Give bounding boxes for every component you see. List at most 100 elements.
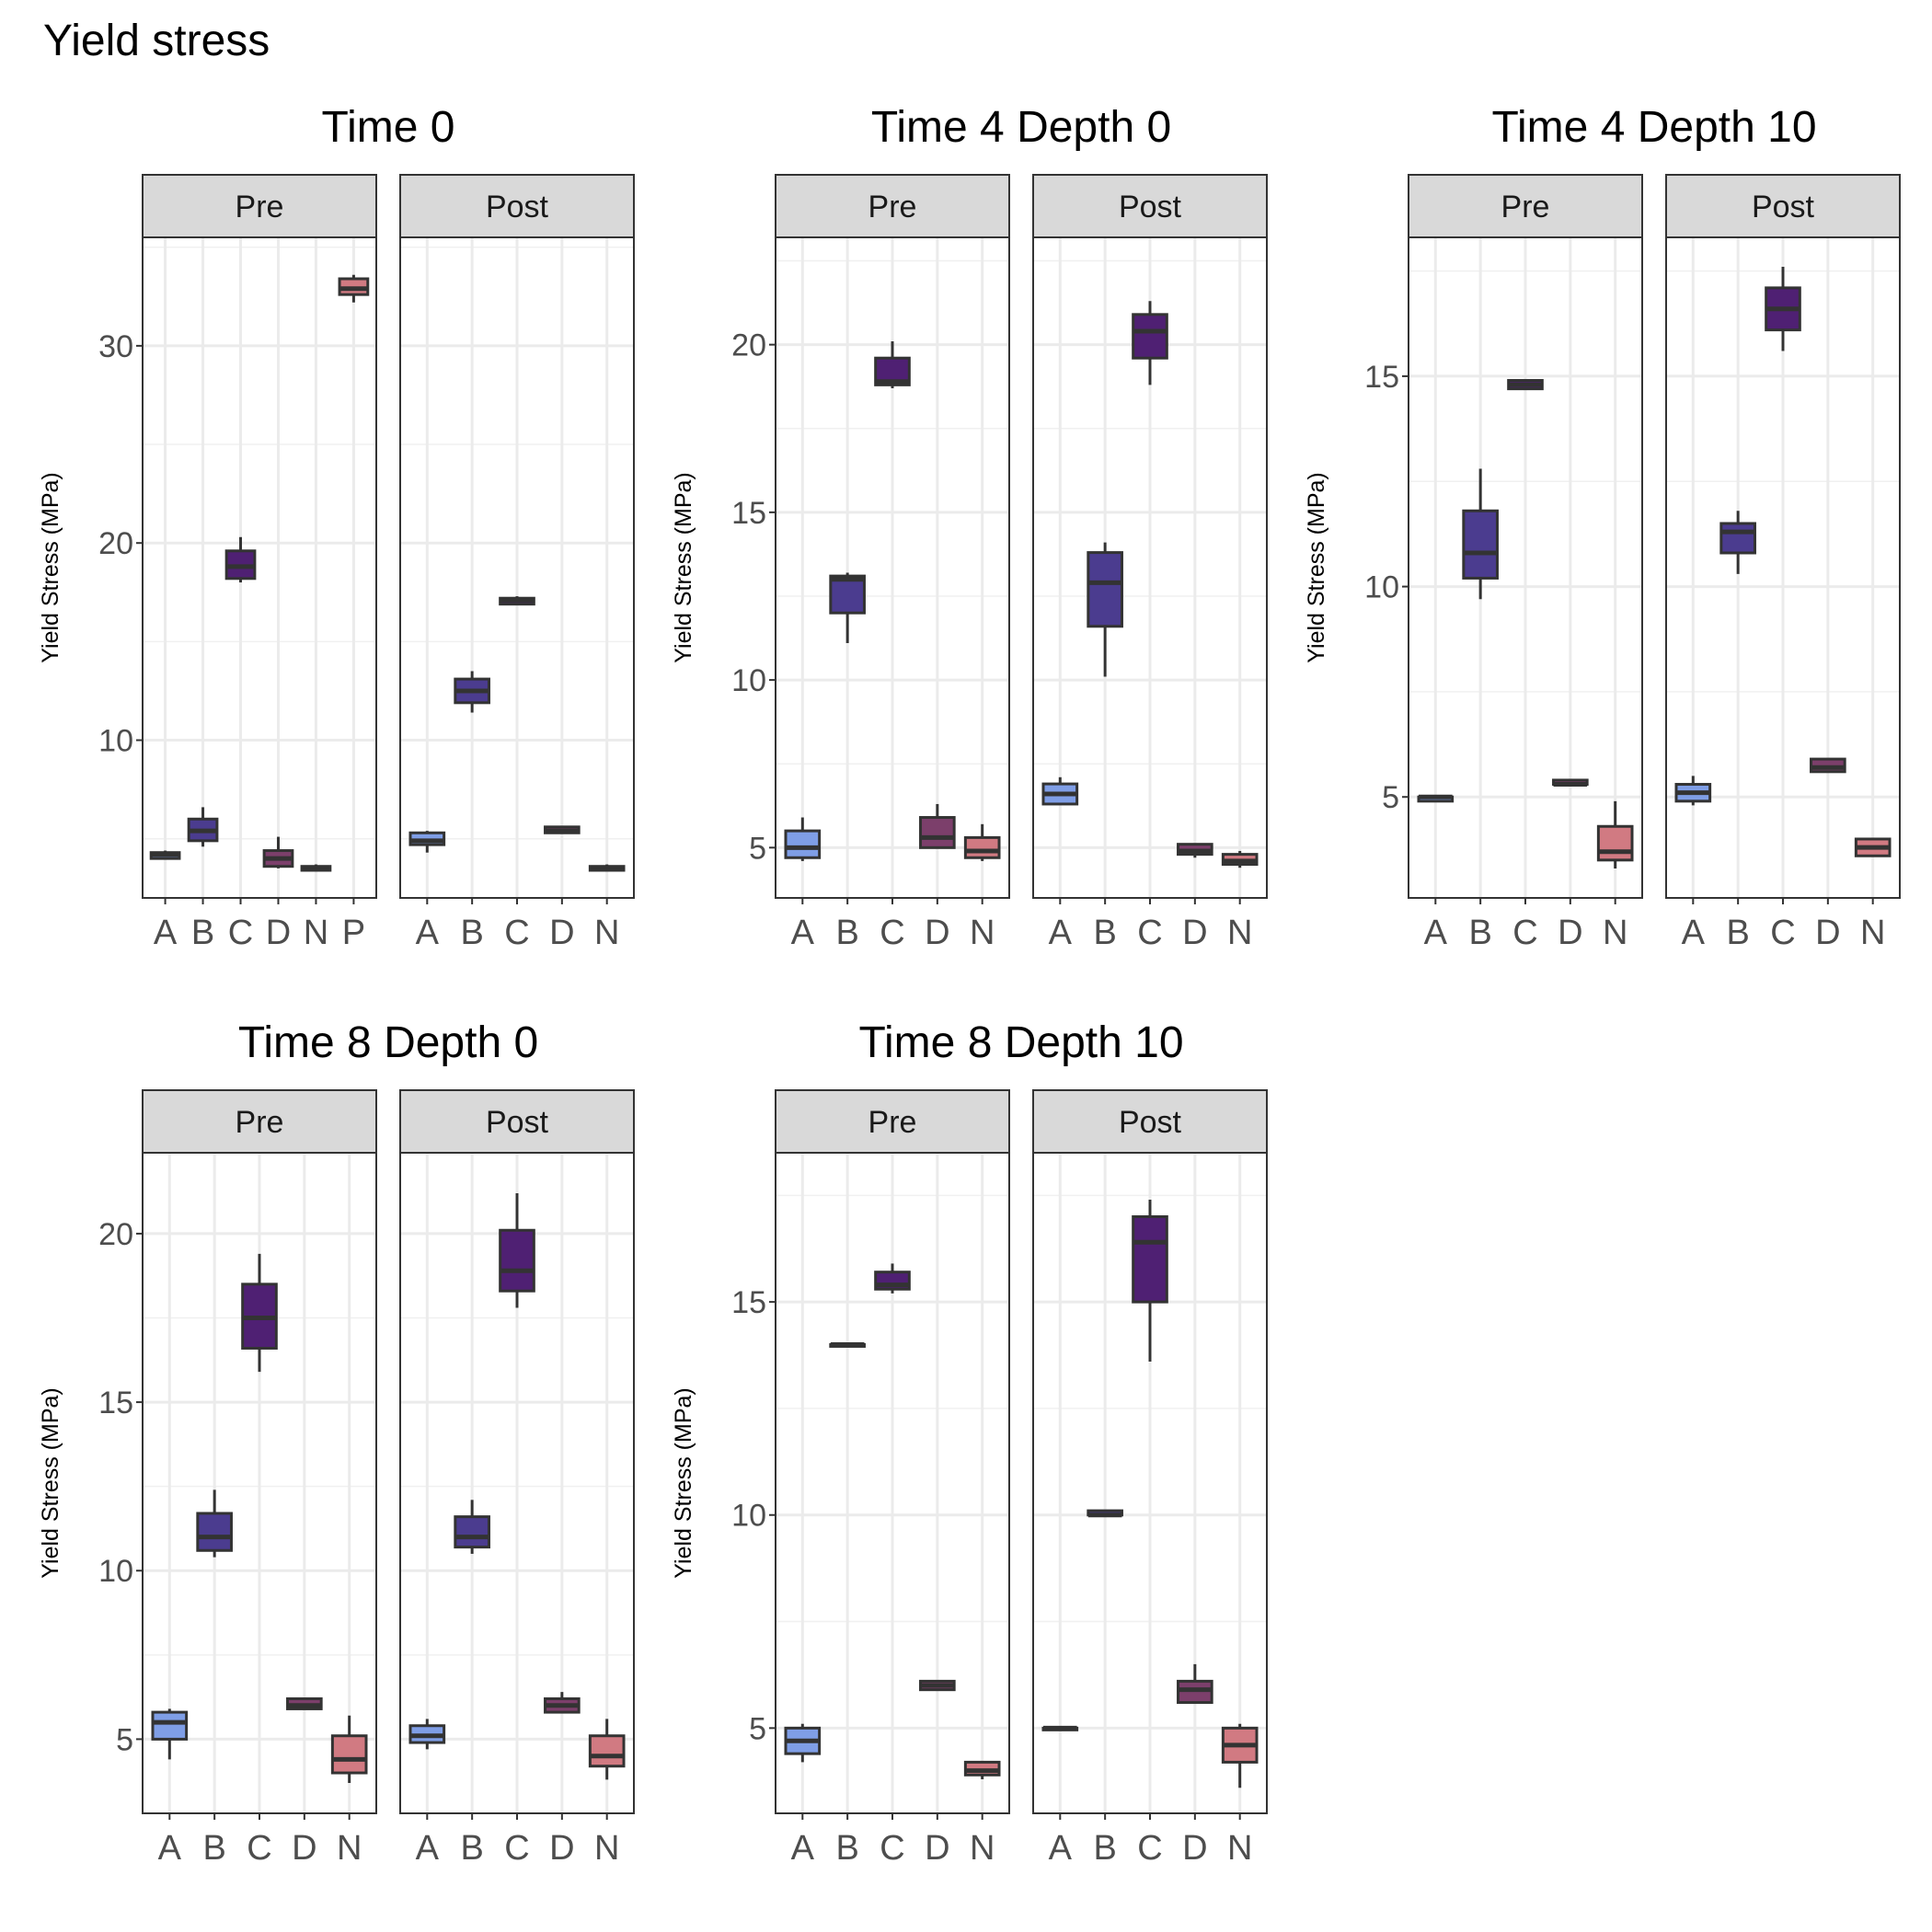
box-d bbox=[919, 1679, 956, 1692]
box-body bbox=[919, 816, 956, 849]
box-b bbox=[1719, 511, 1756, 574]
box-body bbox=[1132, 313, 1168, 360]
box-d bbox=[1552, 778, 1589, 788]
facet-strip-label: Post bbox=[1119, 1105, 1182, 1140]
box-a bbox=[1041, 776, 1079, 806]
x-tick-label: C bbox=[504, 1829, 529, 1868]
x-tick-label: N bbox=[1860, 914, 1885, 952]
x-tick-label: D bbox=[549, 914, 574, 952]
box-n bbox=[963, 823, 1001, 861]
facet-post: Post A B C D N bbox=[1032, 1089, 1268, 1868]
box-n bbox=[1854, 837, 1892, 857]
box-a bbox=[784, 817, 822, 861]
box-a bbox=[151, 1708, 189, 1760]
x-tick-label: B bbox=[460, 914, 483, 952]
box-body bbox=[196, 1512, 233, 1552]
facet-strip bbox=[142, 174, 377, 238]
x-tick-label: D bbox=[1815, 914, 1840, 952]
x-tick-label: P bbox=[342, 914, 365, 952]
x-tick-label: C bbox=[880, 1829, 904, 1868]
x-tick-label: N bbox=[594, 1829, 619, 1868]
box-a bbox=[408, 831, 446, 853]
box-n bbox=[1221, 850, 1259, 868]
box-d bbox=[1177, 843, 1213, 858]
chart-title: Time 4 Depth 0 bbox=[871, 103, 1171, 152]
box-body bbox=[454, 1515, 490, 1549]
facet-post: Post A B C D N bbox=[399, 1089, 635, 1868]
box-c bbox=[874, 340, 911, 389]
facet-pre: Pre A B C D N bbox=[1408, 174, 1643, 952]
box-body bbox=[1719, 522, 1756, 555]
box-c bbox=[1507, 378, 1544, 391]
x-tick-label: A bbox=[158, 1829, 182, 1868]
facet-strip bbox=[1032, 1089, 1268, 1154]
x-tick-label: D bbox=[1558, 914, 1582, 952]
x-tick-label: C bbox=[880, 914, 904, 952]
x-tick-label: A bbox=[1424, 914, 1448, 952]
x-tick-label: D bbox=[1182, 1829, 1207, 1868]
x-tick-label: C bbox=[228, 914, 253, 952]
facet-strip bbox=[775, 174, 1010, 238]
y-tick-label: 10 bbox=[731, 663, 766, 698]
facet-pre: Pre A B C D N bbox=[775, 1089, 1010, 1868]
box-body bbox=[499, 1228, 535, 1293]
x-tick-label: D bbox=[925, 1829, 949, 1868]
x-tick-label: A bbox=[1682, 914, 1706, 952]
facet-strip bbox=[399, 174, 635, 238]
x-tick-label: N bbox=[970, 1829, 995, 1868]
facet-post: Post A B C D N bbox=[1665, 174, 1901, 952]
x-tick-label: B bbox=[202, 1829, 225, 1868]
box-n bbox=[1221, 1723, 1259, 1788]
box-d bbox=[286, 1696, 323, 1710]
figure-title: Yield stress bbox=[43, 17, 270, 65]
box-d bbox=[1177, 1663, 1213, 1705]
chart-title: Time 4 Depth 10 bbox=[1491, 103, 1816, 152]
x-tick-label: B bbox=[191, 914, 214, 952]
y-tick-label: 20 bbox=[98, 526, 133, 561]
box-n bbox=[1596, 800, 1634, 868]
facet-pre: Pre A B C D N bbox=[142, 1089, 377, 1868]
box-p bbox=[338, 274, 370, 303]
facet-strip-label: Post bbox=[1119, 190, 1182, 224]
box-b bbox=[829, 572, 866, 644]
box-d bbox=[919, 803, 956, 849]
facet-strip-label: Pre bbox=[868, 190, 917, 224]
facet-pre: Pre A B C D N P bbox=[142, 174, 377, 952]
box-a bbox=[1674, 776, 1712, 806]
box-c bbox=[1765, 267, 1801, 351]
y-tick-label: 5 bbox=[1382, 780, 1399, 815]
y-axis-label: Yield Stress (MPa) bbox=[671, 1387, 696, 1578]
box-b bbox=[454, 671, 490, 713]
x-tick-label: C bbox=[1137, 1829, 1162, 1868]
x-tick-label: D bbox=[292, 1829, 316, 1868]
box-body bbox=[1132, 1214, 1168, 1304]
box-d bbox=[1810, 757, 1846, 774]
y-tick-label: 15 bbox=[98, 1386, 133, 1420]
box-n bbox=[300, 864, 332, 872]
chart-group-4: Time 8 Depth 0 Yield Stress (MPa) 5 10 15 20 P… bbox=[38, 1018, 635, 1868]
facet-pre: Pre A B C D N bbox=[775, 174, 1010, 952]
y-tick-label: 15 bbox=[1364, 360, 1399, 395]
box-d bbox=[262, 836, 294, 868]
x-tick-label: N bbox=[304, 914, 328, 952]
x-tick-label: A bbox=[416, 914, 440, 952]
chart-title: Time 8 Depth 10 bbox=[858, 1018, 1183, 1067]
box-c bbox=[499, 596, 535, 606]
x-tick-label: N bbox=[970, 914, 995, 952]
y-axis-label: Yield Stress (MPa) bbox=[1304, 472, 1329, 662]
panel-border bbox=[142, 236, 377, 899]
y-tick-label: 10 bbox=[98, 724, 133, 759]
x-tick-label: D bbox=[925, 914, 949, 952]
x-tick-label: A bbox=[791, 914, 815, 952]
facet-strip bbox=[775, 1089, 1010, 1154]
box-n bbox=[588, 864, 626, 872]
x-tick-label: B bbox=[1093, 914, 1116, 952]
box-body bbox=[963, 835, 1001, 859]
facet-strip bbox=[1665, 174, 1901, 238]
box-n bbox=[963, 1760, 1001, 1779]
box-d bbox=[544, 825, 581, 834]
y-axis-label: Yield Stress (MPa) bbox=[38, 1387, 63, 1578]
facet-strip-label: Post bbox=[1752, 190, 1815, 224]
x-tick-label: N bbox=[594, 914, 619, 952]
